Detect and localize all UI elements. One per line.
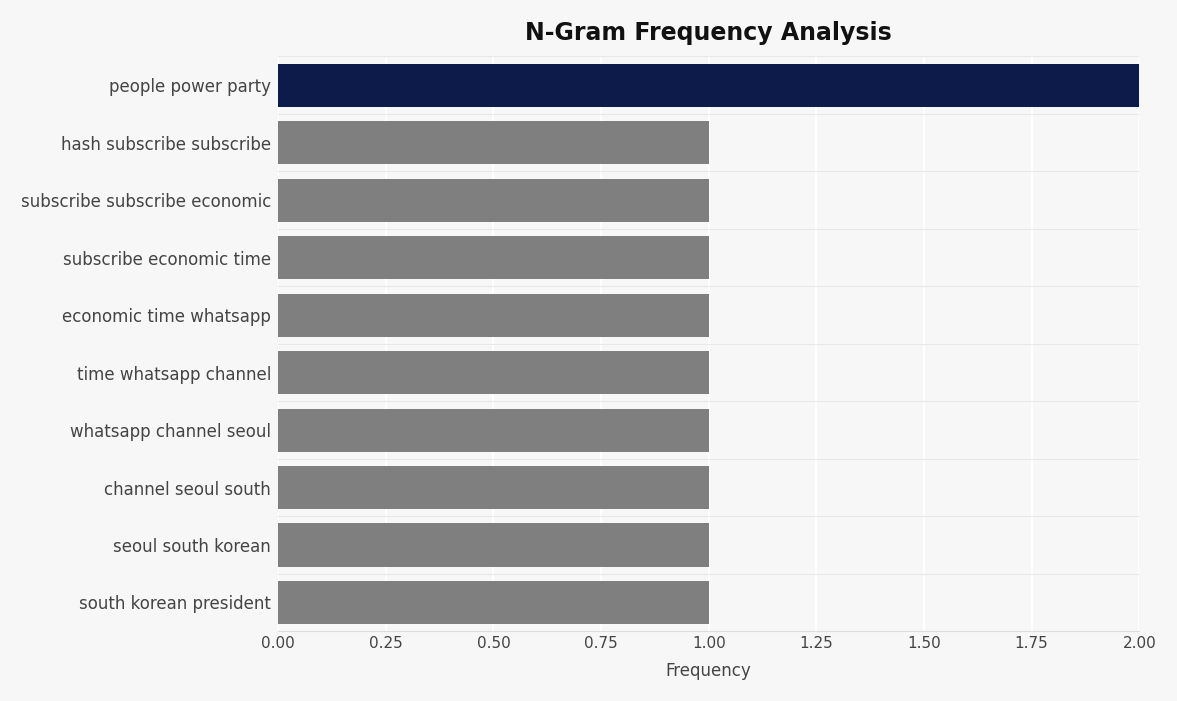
X-axis label: Frequency: Frequency <box>666 662 752 680</box>
Bar <box>278 524 709 566</box>
Bar <box>278 121 709 164</box>
Bar <box>278 236 709 279</box>
Bar <box>278 581 709 624</box>
Bar <box>278 351 709 394</box>
Bar <box>278 64 1139 107</box>
Title: N-Gram Frequency Analysis: N-Gram Frequency Analysis <box>525 21 892 45</box>
Bar <box>278 466 709 509</box>
Bar <box>278 409 709 451</box>
Bar <box>278 179 709 222</box>
Bar <box>278 294 709 336</box>
